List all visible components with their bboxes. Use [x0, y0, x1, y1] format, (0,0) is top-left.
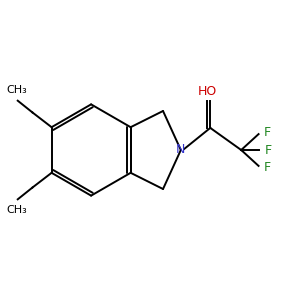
Text: N: N	[176, 143, 185, 157]
Text: CH₃: CH₃	[6, 85, 27, 95]
Text: F: F	[264, 126, 271, 140]
Text: CH₃: CH₃	[6, 205, 27, 214]
Text: F: F	[264, 160, 271, 174]
Text: HO: HO	[198, 85, 217, 98]
Text: F: F	[265, 143, 272, 157]
